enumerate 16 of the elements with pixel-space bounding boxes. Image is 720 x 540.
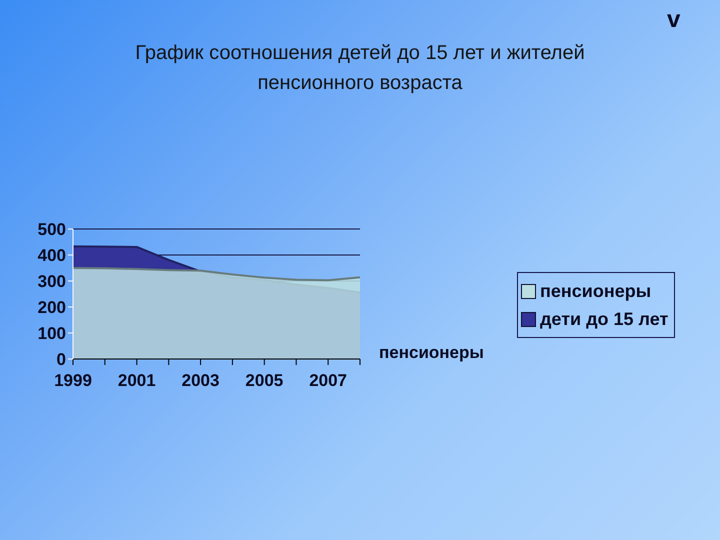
chart-title: График соотношения детей до 15 лет и жителей пенсионного возраста	[134, 41, 586, 96]
y-tick-label: 0	[56, 350, 66, 370]
text: пенсионеры	[379, 343, 484, 363]
legend-label: дети до 15 лет	[540, 308, 668, 330]
y-tick-label: 500	[38, 220, 66, 240]
y-tick-label: 400	[38, 246, 66, 266]
y-tick-label: 200	[38, 298, 66, 318]
text: v	[667, 6, 680, 34]
x-tick-label: 2007	[309, 371, 348, 390]
x-tick-label: 2001	[118, 371, 156, 390]
x-tick-label: 2003	[182, 371, 220, 390]
y-tick-label: 100	[38, 324, 66, 344]
legend-label: пенсионеры	[540, 280, 652, 302]
x-tick-label: 1999	[54, 371, 92, 390]
y-tick-label: 300	[38, 272, 66, 292]
x-tick-label: 2005	[245, 371, 284, 390]
